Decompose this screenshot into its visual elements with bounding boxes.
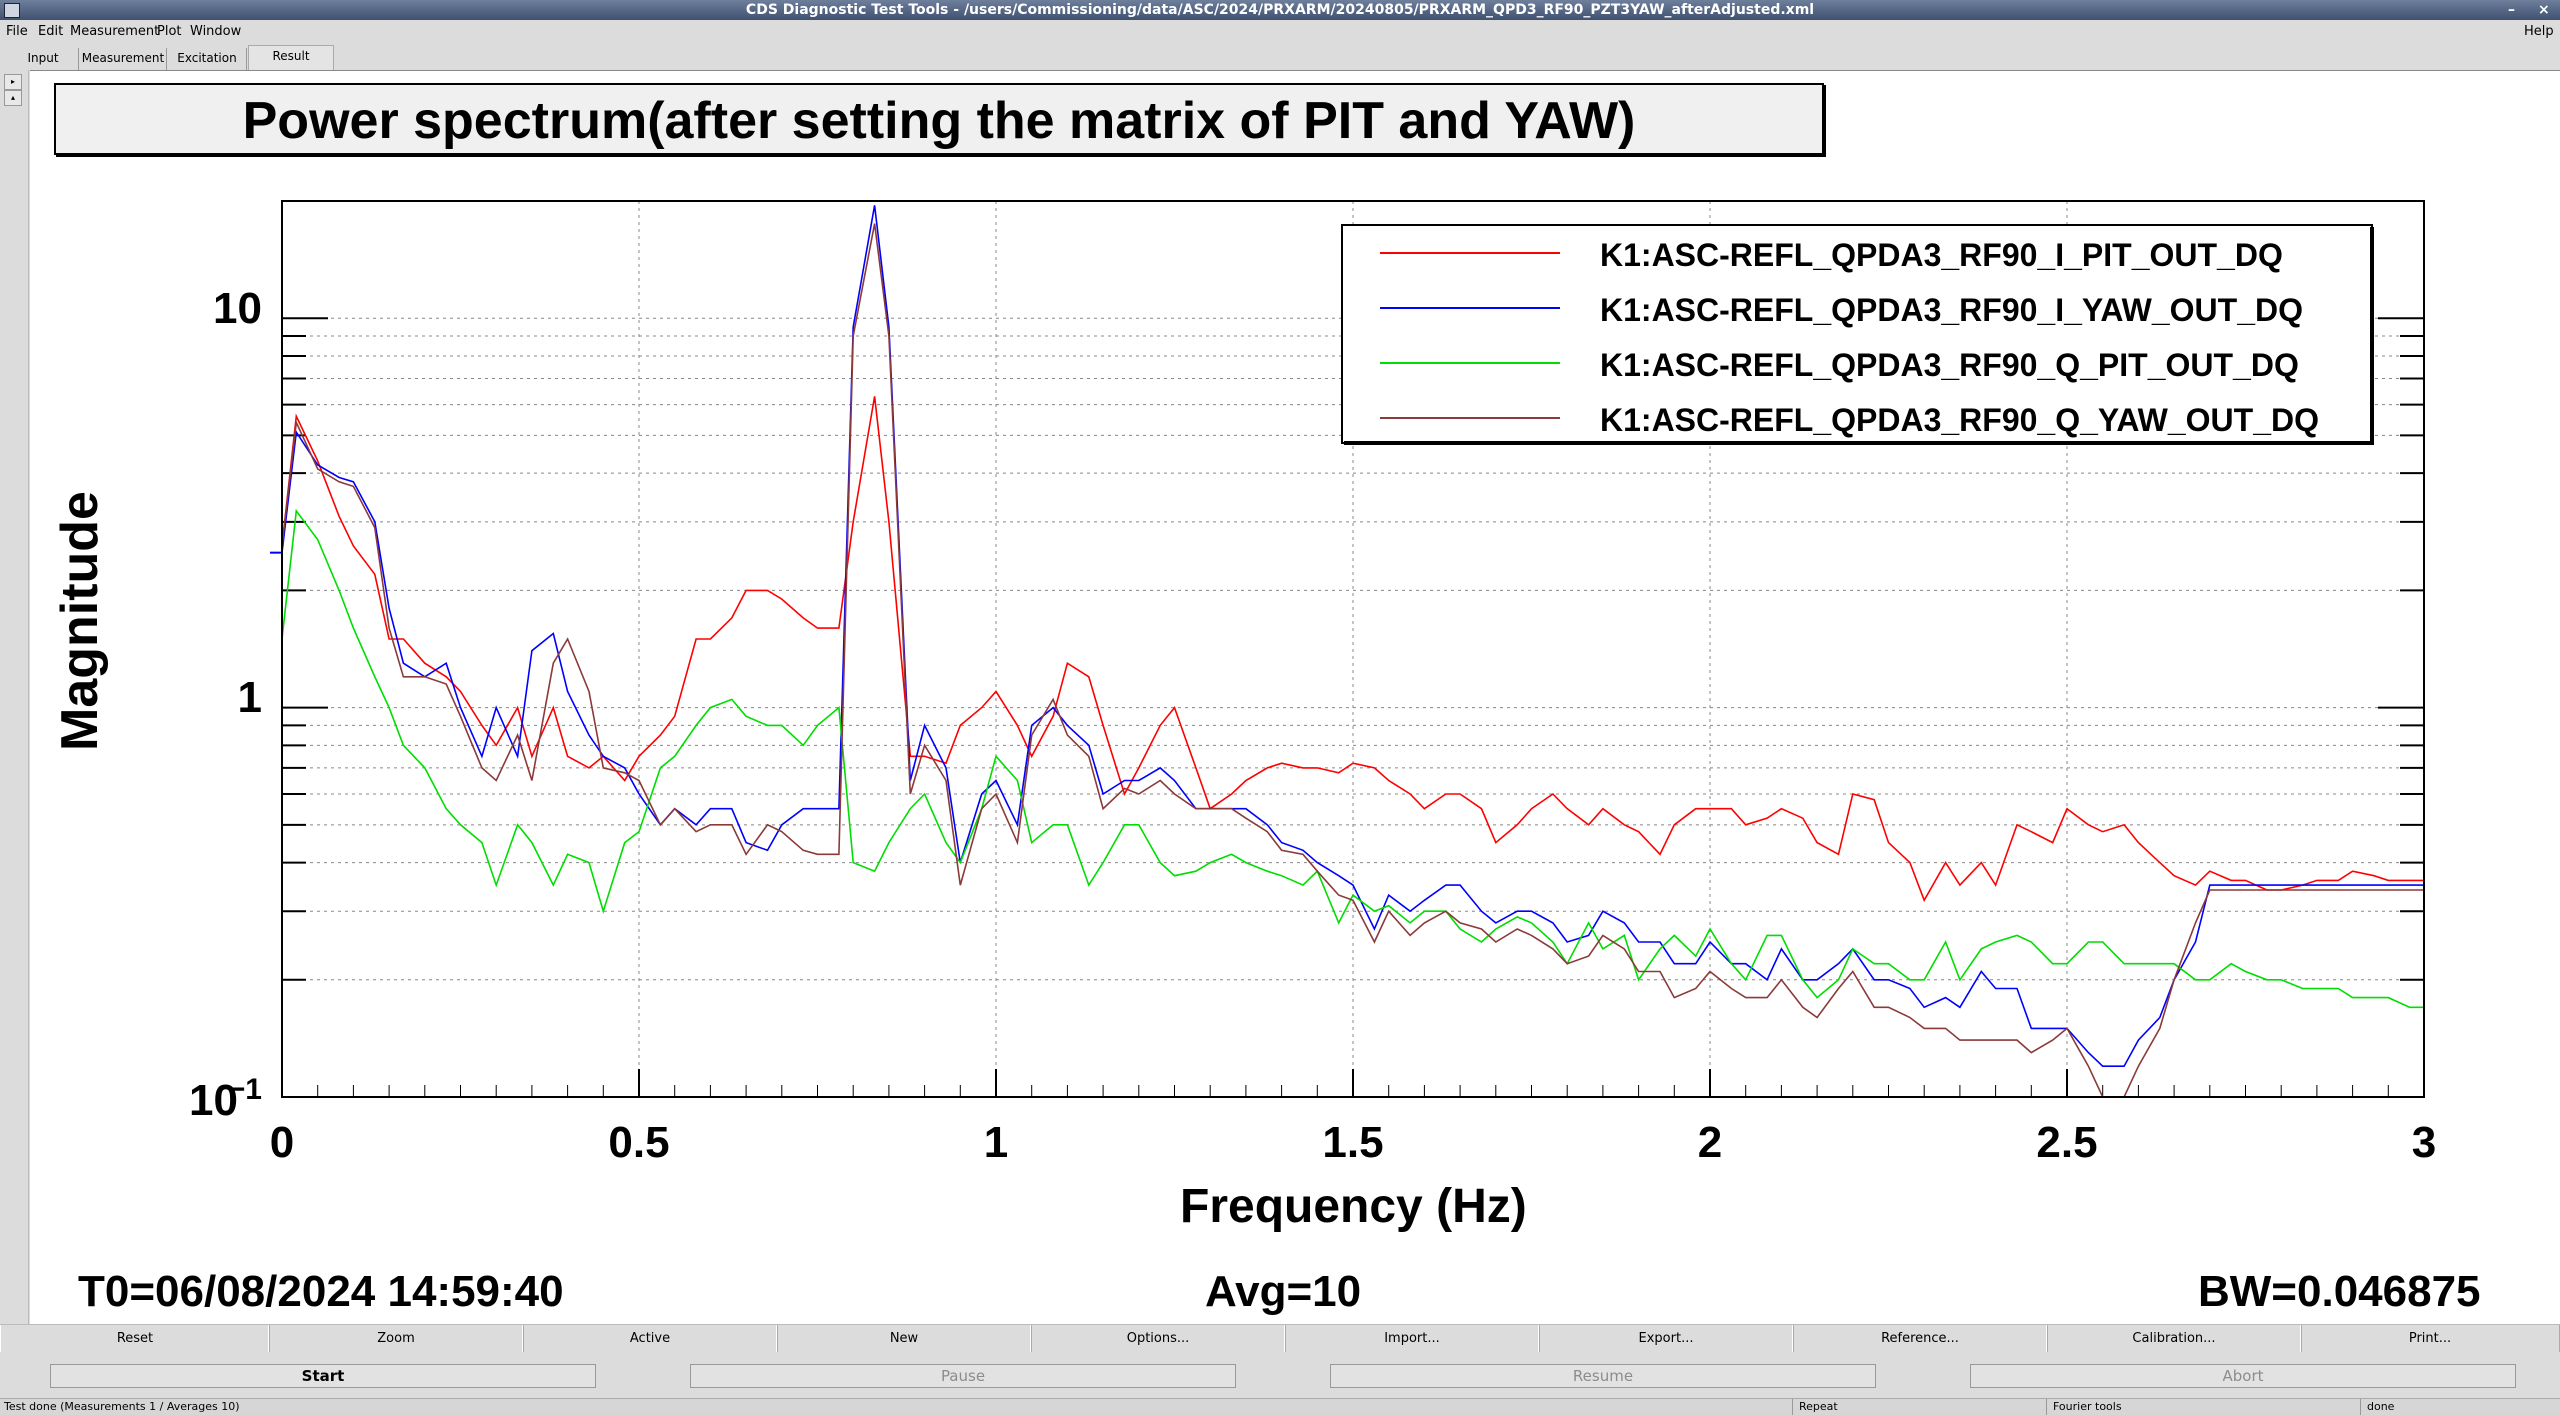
status-tool: Fourier tools — [2046, 1399, 2353, 1415]
bw-label: BW=0.046875 — [2198, 1267, 2481, 1316]
menu-plot[interactable]: Plot — [157, 24, 182, 39]
print-button[interactable]: Print... — [2300, 1325, 2560, 1352]
tab-bar: Input Measurement Excitation Result — [0, 44, 2560, 70]
x-tick-label: 0 — [270, 1118, 294, 1167]
new-button[interactable]: New — [776, 1325, 1032, 1352]
x-tick-label: 2 — [1698, 1118, 1722, 1167]
legend-label-1: K1:ASC-REFL_QPDA3_RF90_I_YAW_OUT_DQ — [1600, 292, 2303, 328]
pause-button[interactable]: Pause — [690, 1364, 1236, 1388]
status-repeat: Repeat — [1792, 1399, 2039, 1415]
resume-button[interactable]: Resume — [1330, 1364, 1876, 1388]
series-line-0 — [281, 396, 2424, 903]
menu-bar: File Edit Measurement Plot Window Help — [0, 20, 2560, 44]
legend-label-0: K1:ASC-REFL_QPDA3_RF90_I_PIT_OUT_DQ — [1600, 237, 2283, 273]
y-tick-labels: 10 1 10 −1 — [189, 284, 262, 1125]
reset-button[interactable]: Reset — [0, 1325, 270, 1352]
plot-toolbar: Reset Zoom Active New Options... Import.… — [0, 1324, 2560, 1353]
zoom-button[interactable]: Zoom — [268, 1325, 524, 1352]
tab-excitation[interactable]: Excitation — [168, 48, 247, 70]
y-tick-10: 10 — [213, 284, 262, 333]
import-button[interactable]: Import... — [1284, 1325, 1540, 1352]
plot-frame — [281, 200, 2425, 1098]
spectrum-chart[interactable]: 0 0.5 1 1.5 2 2.5 3 10 1 10 −1 K1:ASC-REFL_QPD… — [30, 71, 2560, 1325]
legend-label-3: K1:ASC-REFL_QPDA3_RF90_Q_YAW_OUT_DQ — [1600, 402, 2319, 438]
series-line-3 — [281, 223, 2424, 1098]
series-line-2 — [281, 508, 2424, 1009]
window-menu-icon[interactable] — [4, 3, 20, 18]
x-tick-label: 1 — [984, 1118, 1008, 1167]
menu-window[interactable]: Window — [190, 24, 242, 39]
status-state: done — [2360, 1399, 2557, 1415]
export-button[interactable]: Export... — [1538, 1325, 1794, 1352]
status-bar: Test done (Measurements 1 / Averages 10)… — [0, 1398, 2560, 1415]
menu-edit[interactable]: Edit — [38, 24, 64, 39]
x-tick-label: 1.5 — [1322, 1118, 1383, 1167]
abort-button[interactable]: Abort — [1970, 1364, 2516, 1388]
legend-box — [1341, 224, 2373, 444]
plot-canvas[interactable]: Power spectrum(after setting the matrix … — [30, 70, 2560, 1325]
window-title: CDS Diagnostic Test Tools - /users/Commi… — [745, 2, 1815, 18]
collapse-arrow-icon[interactable]: ▴ — [4, 90, 22, 106]
options-button[interactable]: Options... — [1030, 1325, 1286, 1352]
status-main: Test done (Measurements 1 / Averages 10) — [4, 1400, 240, 1413]
legend-label-2: K1:ASC-REFL_QPDA3_RF90_Q_PIT_OUT_DQ — [1600, 347, 2299, 383]
x-tick-label: 2.5 — [2036, 1118, 2097, 1167]
chart-series — [270, 205, 2424, 1098]
x-tick-labels: 0 0.5 1 1.5 2 2.5 3 — [270, 1118, 2436, 1167]
side-panel: ▸ ▴ — [0, 70, 29, 1324]
x-tick-label: 3 — [2412, 1118, 2436, 1167]
tab-input[interactable]: Input — [8, 48, 79, 70]
close-button[interactable]: × — [2538, 2, 2550, 18]
start-button[interactable]: Start — [50, 1364, 596, 1388]
plot-title: Power spectrum(after setting the matrix … — [242, 92, 1636, 150]
x-tick-label: 0.5 — [608, 1118, 669, 1167]
window-titlebar[interactable]: CDS Diagnostic Test Tools - /users/Commi… — [0, 0, 2560, 20]
expand-arrow-icon[interactable]: ▸ — [4, 74, 22, 90]
chart-legend: K1:ASC-REFL_QPDA3_RF90_I_PIT_OUT_DQ K1:AS… — [1341, 224, 2374, 445]
y-tick-1: 1 — [238, 673, 262, 722]
t0-label: T0=06/08/2024 14:59:40 — [78, 1267, 564, 1316]
x-axis-label: Frequency (Hz) — [1180, 1180, 1527, 1233]
measurement-controls: Start Pause Resume Abort — [0, 1352, 2560, 1400]
tab-measurement[interactable]: Measurement — [80, 48, 167, 70]
reference-button[interactable]: Reference... — [1792, 1325, 2048, 1352]
y-tick-0.1-exponent: −1 — [228, 1073, 262, 1106]
minimize-button[interactable]: – — [2508, 2, 2515, 18]
plot-title-box: Power spectrum(after setting the matrix … — [54, 83, 1824, 155]
menu-help[interactable]: Help — [2524, 24, 2554, 39]
menu-file[interactable]: File — [6, 24, 28, 39]
tab-result[interactable]: Result — [248, 45, 334, 70]
active-button[interactable]: Active — [522, 1325, 778, 1352]
menu-measurement[interactable]: Measurement — [70, 24, 160, 39]
calibration-button[interactable]: Calibration... — [2046, 1325, 2302, 1352]
avg-label: Avg=10 — [1205, 1267, 1362, 1316]
y-tick-0.1-base: 10 — [189, 1076, 238, 1125]
